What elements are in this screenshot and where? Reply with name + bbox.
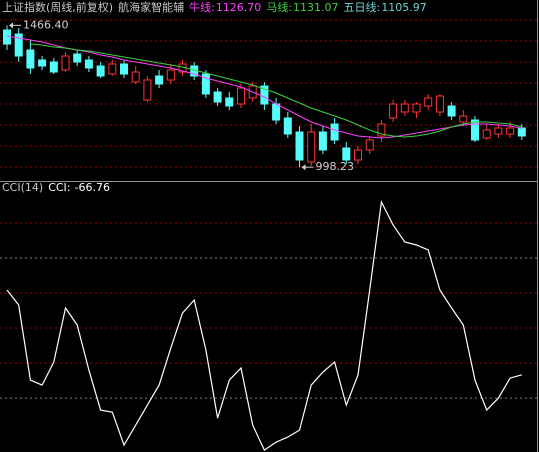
candle-body: [307, 131, 316, 163]
candle-body: [96, 65, 105, 77]
candle-body: [459, 115, 468, 123]
candle-body: [201, 73, 210, 95]
candle-body: [143, 79, 152, 101]
candle-body: [3, 29, 11, 45]
candle-body: [38, 59, 47, 67]
candle-body: [400, 103, 409, 113]
indicator-line: [6, 200, 522, 451]
candle-body: [272, 103, 281, 121]
annotation-arrowhead: [9, 22, 13, 29]
legend-value: 1126.70: [216, 1, 262, 14]
legend-value: 1131.07: [293, 1, 339, 14]
ma-line: [30, 43, 522, 138]
candle-body: [26, 49, 35, 69]
candle-body: [131, 71, 140, 83]
candle-body: [73, 53, 82, 63]
candle-body: [424, 97, 433, 107]
legend-name: 牛线:: [189, 0, 215, 14]
candle-body: [225, 97, 234, 107]
candle-body: [517, 127, 526, 137]
candle-body: [61, 55, 70, 71]
candle-body: [213, 91, 222, 103]
candle-body: [482, 129, 491, 139]
candle-body: [354, 149, 362, 161]
candle-body: [155, 75, 164, 85]
legend-name: CCI:: [48, 181, 70, 194]
candle-body: [237, 87, 245, 105]
candle-body: [377, 123, 386, 137]
candle-body: [120, 63, 128, 75]
candle-body: [412, 103, 421, 113]
candle-body: [506, 127, 515, 135]
candle-body: [471, 119, 479, 141]
ma-line: [6, 35, 522, 139]
chart-subtitle: 航海家智能辅: [118, 0, 184, 14]
indicator-header: CCI(14) CCI: -66.76: [2, 181, 110, 194]
indicator-title: CCI(14): [2, 181, 43, 194]
candle-body: [365, 139, 374, 151]
candle-body: [447, 105, 456, 117]
annotation-label: 998.23: [316, 160, 355, 173]
candle-body: [342, 147, 351, 161]
candle-body: [494, 127, 503, 135]
candle-body: [283, 117, 292, 135]
chart-header: 上证指数(周线,前复权) 航海家智能辅 牛线:1126.70 马线:1131.07 五日…: [2, 0, 427, 14]
annotation-arrowhead: [301, 164, 306, 171]
legend-value: 1105.97: [381, 1, 427, 14]
candle-body: [318, 131, 327, 151]
legend-name: 五日线:: [344, 0, 381, 14]
candle-body: [435, 95, 444, 113]
candle-body: [84, 59, 93, 69]
candle-body: [295, 131, 304, 161]
candle-body: [330, 123, 339, 141]
legend-value: -66.76: [75, 181, 110, 194]
legend-name: 马线:: [266, 0, 292, 14]
candle-body: [389, 103, 398, 119]
candle-body: [49, 61, 58, 73]
chart-title: 上证指数(周线,前复权): [2, 0, 113, 14]
candle-body: [166, 69, 175, 81]
candle-body: [14, 33, 23, 57]
candle-body: [108, 63, 117, 75]
annotation-label: 1466.40: [23, 18, 69, 31]
